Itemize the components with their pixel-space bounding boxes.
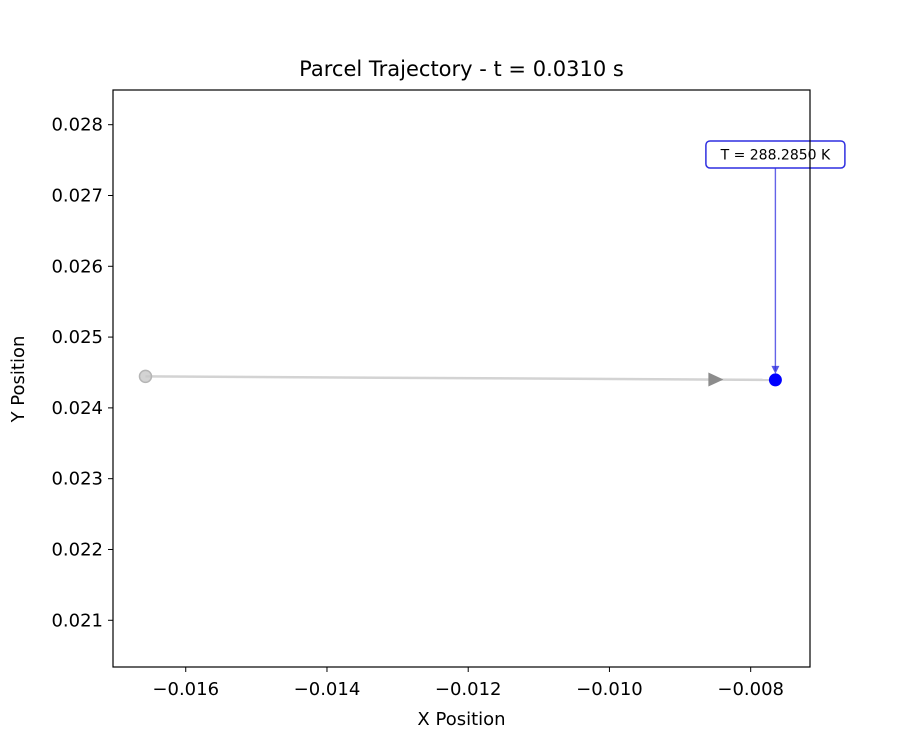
direction-arrow-marker — [708, 372, 724, 387]
x-tick-label: −0.016 — [152, 679, 219, 700]
y-axis-label: Y Position — [8, 336, 29, 424]
start-point-marker — [138, 369, 153, 384]
y-tick-label: 0.023 — [51, 469, 103, 490]
x-tick-label: −0.008 — [717, 679, 784, 700]
trajectory-line — [145, 375, 776, 382]
y-tick-label: 0.027 — [51, 185, 103, 206]
plot-frame — [112, 89, 811, 668]
y-tick-label: 0.024 — [51, 398, 103, 419]
plot-area: T = 288.2850 K — [138, 140, 846, 387]
y-tick-label: 0.021 — [51, 610, 103, 631]
y-tick-label: 0.025 — [51, 327, 103, 348]
y-tick-label: 0.026 — [51, 256, 103, 277]
x-tick-label: −0.010 — [576, 679, 643, 700]
annotation-label: T = 288.2850 K — [720, 147, 831, 163]
y-tick-label: 0.028 — [51, 115, 103, 136]
x-tick-label: −0.014 — [294, 679, 361, 700]
y-axis-ticks: 0.021 0.022 0.023 0.024 0.025 0.026 0.027 0.028 — [51, 115, 113, 631]
x-axis-ticks: −0.016 −0.014 −0.012 −0.010 −0.008 — [152, 667, 784, 700]
current-point-marker — [768, 373, 782, 387]
chart-title: Parcel Trajectory - t = 0.0310 s — [299, 57, 624, 81]
x-axis-label: X Position — [417, 709, 505, 730]
y-tick-label: 0.022 — [51, 539, 103, 560]
x-tick-label: −0.012 — [435, 679, 502, 700]
annotation-arrow-head — [771, 365, 780, 374]
